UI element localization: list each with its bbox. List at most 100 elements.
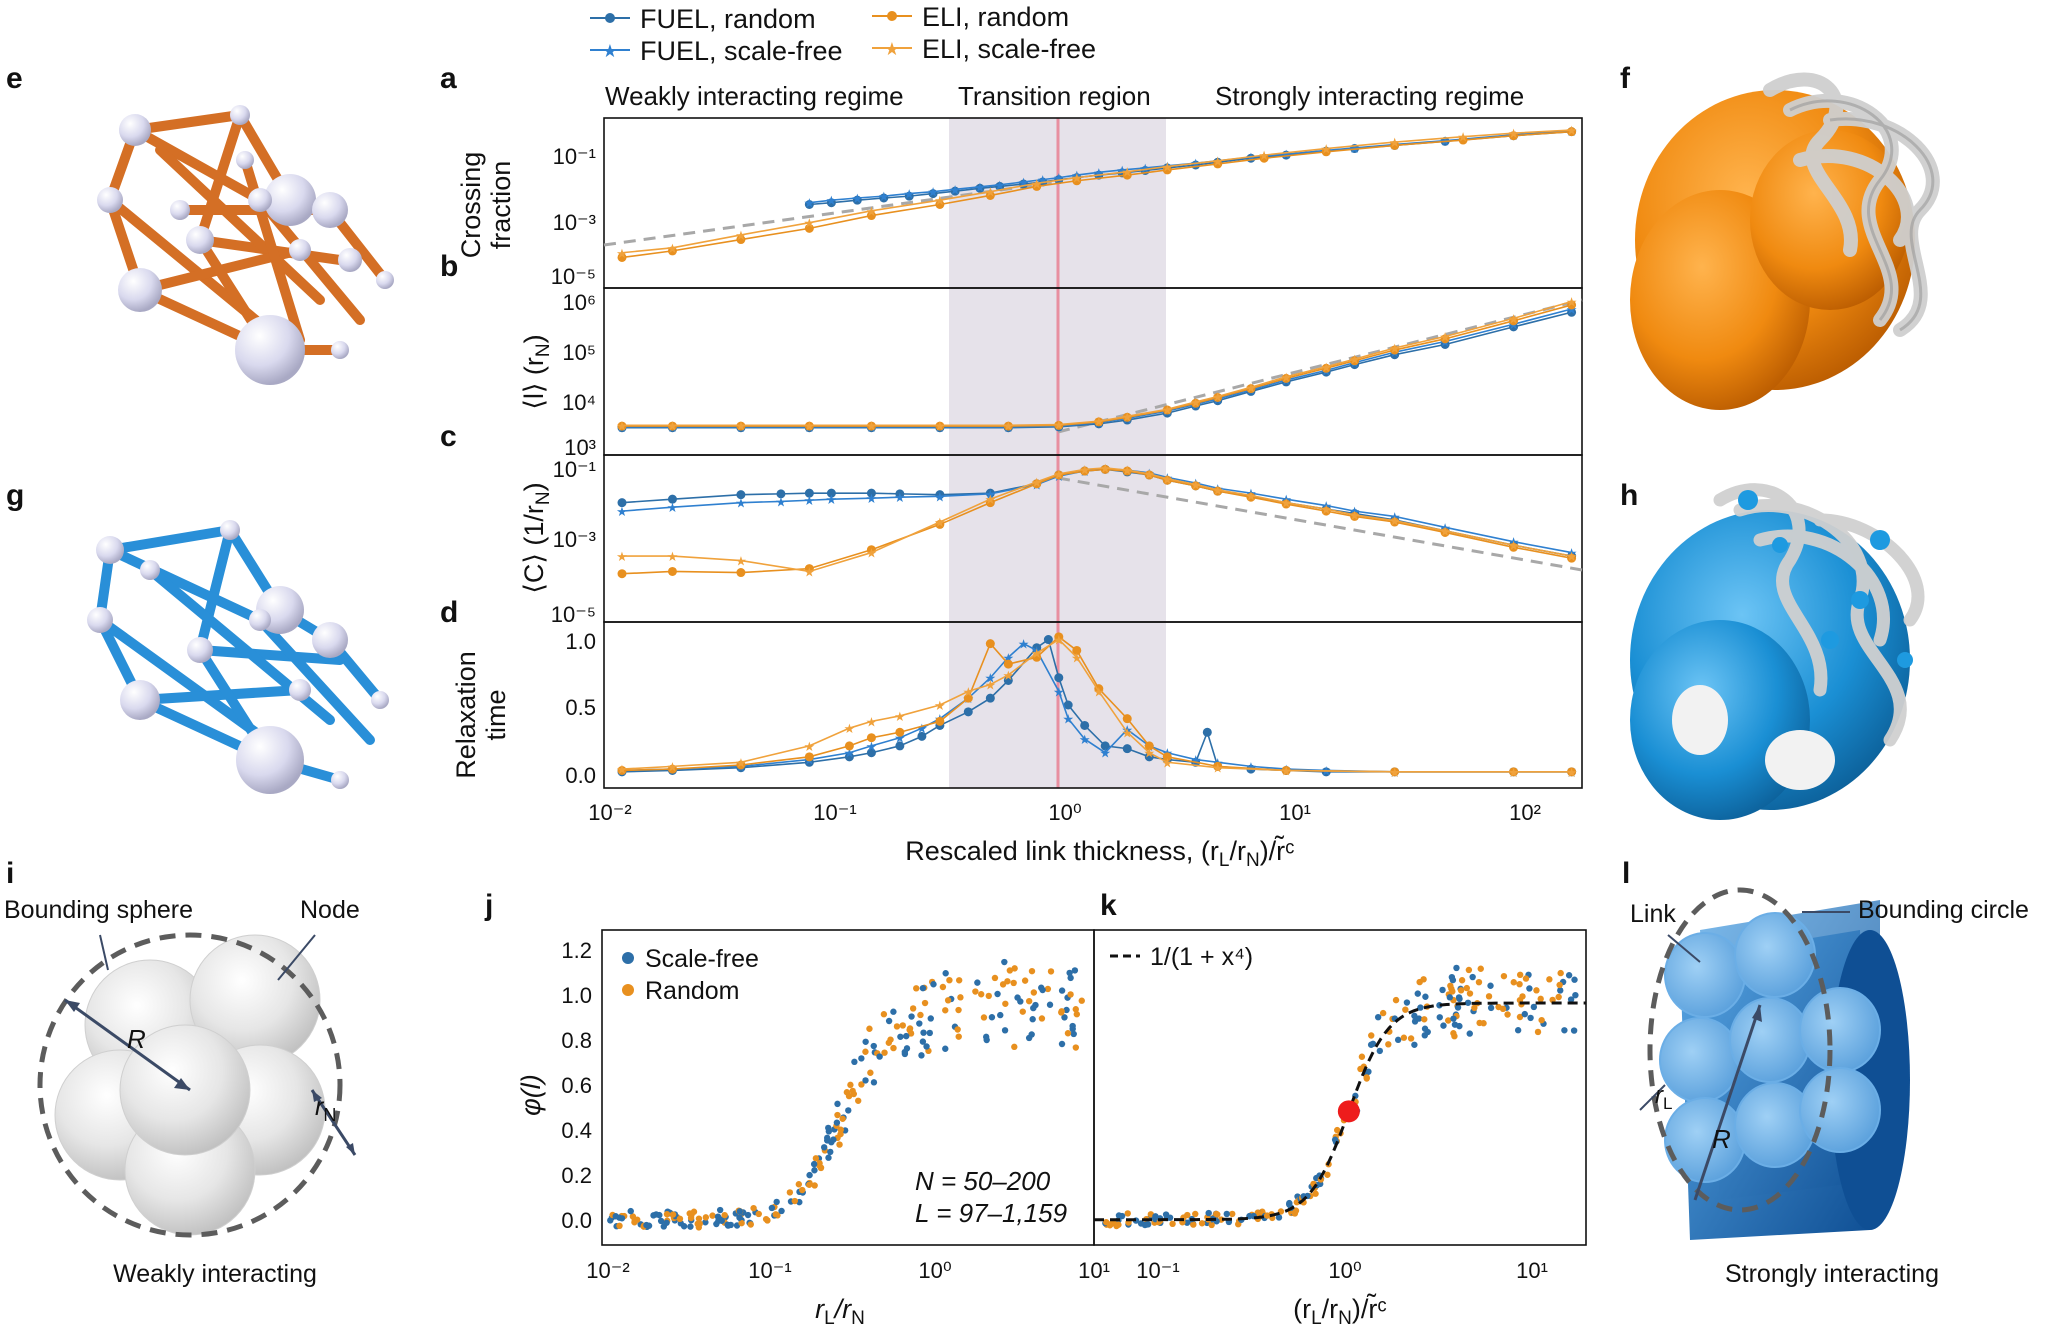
scatter-point [773,1198,780,1206]
panel-k: 1/(1 + x⁴) 10⁻¹ 10⁰ 10¹ (rL/rN)/r̃ᶜ [1093,929,1587,1329]
scatter-point [942,970,949,977]
scatter-point [1047,968,1055,975]
legend-label: FUEL, scale-free [640,36,843,66]
data-point [963,693,973,703]
scatter-point [1374,1013,1382,1021]
data-point: ★ [1508,318,1520,333]
scatter-point [1521,1010,1528,1018]
radius-label: R [1712,1124,1731,1154]
data-point: ★ [1143,747,1155,762]
scatter-point [747,1221,754,1228]
scatter-point [1039,986,1046,994]
data-point: ★ [804,565,816,580]
region-transition-label: Transition region [958,81,1151,111]
scatter-point [1537,995,1544,1003]
scatter-point [1422,993,1429,1000]
scatter-point [1453,964,1460,972]
scatter-point [942,1007,949,1014]
scatter-point [1001,958,1008,966]
scatter-point [627,1207,634,1215]
scatter-point [1067,991,1074,998]
scatter-point [927,1015,934,1022]
scatter-point [1571,976,1578,983]
scatter-point [1038,1015,1046,1022]
data-point: ★ [735,756,747,771]
scatter-point [1485,993,1493,1000]
data-point [1202,727,1212,737]
data-point [1063,700,1073,710]
scatter-point [755,1210,762,1218]
scatter-point [716,1206,724,1214]
scatter-point [1021,977,1029,984]
scatter-point [1379,1009,1387,1017]
data-point: ★ [1093,415,1105,430]
panel-j-xticks: 10⁻² 10⁻¹ 10⁰ 10¹ [586,1258,1110,1283]
data-point: ★ [934,516,946,531]
panel-c-series: ★★★★★★★★★★★★★★★★★★★★★★★★★★★★★★★★★★★★★★★★… [616,462,1577,581]
scatter-point [991,974,999,982]
panel-letter-g: g [6,479,24,512]
panel-letter-f: f [1620,62,1631,95]
region-weak-label: Weakly interacting regime [605,81,904,111]
data-point: ★ [616,550,628,565]
scatter-point [643,1221,650,1229]
scatter-point [1011,1043,1018,1051]
data-point: ★ [1053,634,1065,649]
scatter-point [1014,994,1021,1001]
scatter-point [1107,1221,1115,1228]
data-point: ★ [1212,391,1224,406]
scatter-point [738,1219,745,1227]
radius-label: R [127,1024,146,1054]
data-point: ★ [844,747,856,762]
data-point [1162,752,1172,762]
strongly-interacting-caption: Strongly interacting [1725,1260,1939,1288]
panel-i-bounding-sphere-illustration: Bounding sphere Node R rN Weakly interac… [4,896,360,1288]
data-point [844,752,854,762]
scatter-point [834,1111,841,1119]
scatter-point [1004,978,1011,985]
panel-f-render-illustration [1630,72,1940,410]
scatter-point [1565,972,1573,979]
scatter-point [1465,966,1473,974]
data-point: ★ [1349,509,1361,524]
star-marker-icon: ★ [602,41,618,62]
panel-d-xlabel: Rescaled link thickness, (rL/rN)/r̃ᶜ [905,835,1294,871]
scatter-point [817,1164,825,1172]
data-point [1054,673,1064,683]
scatter-point [867,1069,874,1076]
data-point: ★ [1320,503,1332,518]
data-point: ★ [735,229,747,244]
data-point: ★ [1116,164,1128,179]
panel-k-frame [1093,929,1587,1246]
scatter-point [1421,1016,1428,1023]
legend-label: ELI, scale-free [922,34,1096,64]
scatter-point [1006,967,1014,974]
scatter-point [1010,979,1017,987]
series-line [621,129,1572,254]
panel-l-bounding-circle-illustration: Link Bounding circle R rL Strongly inter… [1630,887,2029,1288]
panel-letter-h: h [1620,479,1638,512]
panel-k-xticks: 10⁻¹ 10⁰ 10¹ [1136,1258,1548,1283]
panel-j-points [607,958,1085,1231]
bounding-sphere-outline [37,932,343,1238]
xtick-label: 10¹ [1078,1258,1110,1283]
data-point: ★ [667,550,679,565]
scatter-point [1466,990,1474,997]
ytick-label: 10⁻¹ [553,144,596,169]
legend-item-fuel-scale-free: ★ FUEL, scale-free [590,36,843,66]
data-point: ★ [1003,669,1015,684]
scatter-point [885,1017,893,1025]
data-point: ★ [1349,353,1361,368]
scatter-point [1514,1027,1522,1034]
scatter-point [1456,995,1463,1003]
data-point: ★ [903,188,915,203]
xtick-label: 10¹ [1516,1258,1548,1283]
scatter-point [1556,981,1563,989]
ytick-label: 1.0 [565,629,596,654]
scatter-point [1208,1221,1215,1229]
data-point: ★ [1190,479,1202,494]
panel-e-network-illustration [97,105,394,385]
data-point [1144,741,1154,751]
scatter-point [1495,1003,1502,1011]
panel-letter-e: e [6,62,23,95]
